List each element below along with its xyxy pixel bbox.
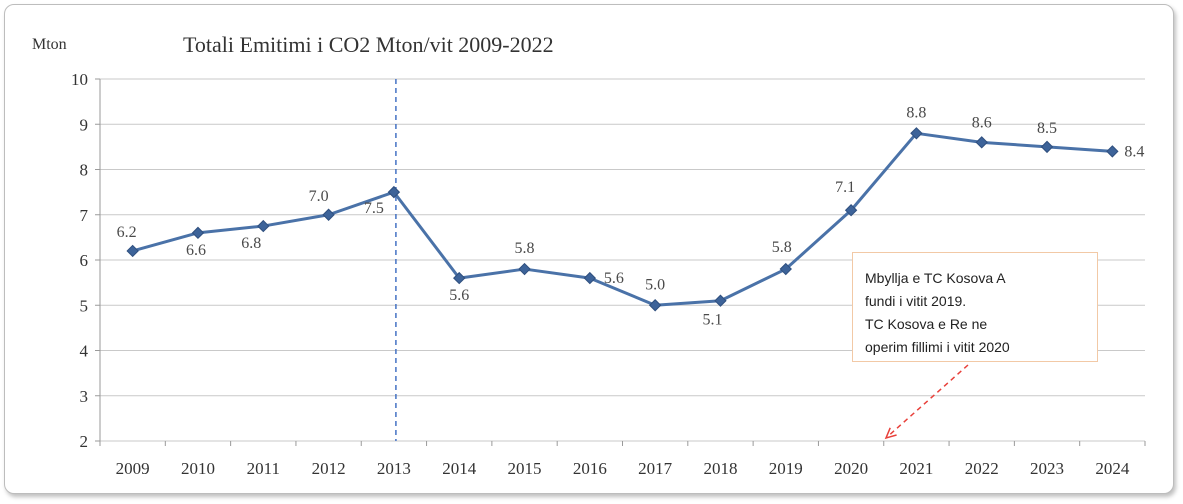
x-tick-label: 2016 bbox=[573, 459, 607, 478]
data-label: 5.8 bbox=[772, 239, 792, 256]
y-tick-label: 8 bbox=[80, 161, 89, 180]
chart-frame bbox=[4, 4, 1174, 494]
x-tick-label: 2017 bbox=[638, 459, 673, 478]
series-polyline bbox=[132, 131, 1113, 307]
x-tick-label: 2015 bbox=[508, 459, 542, 478]
data-point bbox=[714, 294, 727, 307]
data-label: 7.1 bbox=[835, 179, 855, 196]
data-point bbox=[583, 271, 597, 285]
annotation-line: operim fillimi i vitit 2020 bbox=[865, 339, 1010, 355]
arrow-head bbox=[884, 427, 897, 440]
annotation-line: Mbyllja e TC Kosova A bbox=[865, 270, 1006, 286]
x-tick-label: 2022 bbox=[965, 459, 999, 478]
y-tick-label: 10 bbox=[71, 70, 88, 89]
x-axis-ticks: 2009 2010 2011 2012 2013 2014 2015 2016 2017 2018… bbox=[99, 441, 1146, 478]
data-point bbox=[844, 204, 858, 217]
chart-title: Totali Emitimi i CO2 Mton/vit 2009-2022 bbox=[183, 32, 554, 57]
data-point bbox=[453, 271, 466, 285]
data-label: 6.6 bbox=[186, 242, 206, 259]
data-point bbox=[387, 185, 401, 199]
data-point bbox=[322, 208, 335, 221]
data-label: 7.0 bbox=[309, 188, 329, 205]
data-point bbox=[648, 299, 662, 312]
data-point bbox=[1106, 145, 1119, 158]
annotation-line: TC Kosova e Re ne bbox=[865, 316, 988, 332]
x-tick-label: 2021 bbox=[899, 459, 933, 478]
data-label: 5.6 bbox=[604, 270, 624, 287]
y-tick-label: 9 bbox=[80, 115, 89, 134]
data-point bbox=[126, 244, 139, 258]
x-tick-label: 2012 bbox=[312, 459, 346, 478]
data-point bbox=[1040, 140, 1054, 154]
y-axis-ticks: 2 3 4 5 6 7 8 9 10 bbox=[71, 70, 89, 451]
data-label: 8.8 bbox=[906, 104, 926, 121]
data-point bbox=[191, 226, 205, 240]
y-tick-label: 3 bbox=[80, 387, 89, 406]
data-label: 5.6 bbox=[449, 287, 469, 304]
x-tick-label: 2020 bbox=[834, 459, 868, 478]
data-label: 8.4 bbox=[1124, 143, 1144, 160]
x-tick-label: 2019 bbox=[769, 459, 803, 478]
data-point bbox=[257, 219, 270, 233]
data-label: 7.5 bbox=[364, 200, 384, 217]
x-tick-label: 2010 bbox=[181, 459, 215, 478]
y-axis-label: Mton bbox=[32, 36, 67, 53]
y-tick-label: 5 bbox=[80, 296, 89, 315]
series-line bbox=[126, 127, 1119, 312]
x-tick-label: 2018 bbox=[703, 459, 737, 478]
data-point bbox=[975, 136, 988, 149]
annotation-box: Mbyllja e TC Kosova A fundi i vitit 2019… bbox=[852, 252, 1098, 362]
data-label: 8.5 bbox=[1037, 120, 1057, 137]
x-tick-label: 2009 bbox=[116, 459, 150, 478]
data-label: 5.8 bbox=[515, 240, 535, 257]
data-label: 5.0 bbox=[645, 276, 665, 293]
annotation-line: fundi i vitit 2019. bbox=[865, 293, 967, 309]
data-label: 5.1 bbox=[702, 312, 722, 329]
x-tick-label: 2024 bbox=[1095, 459, 1130, 478]
x-tick-label: 2013 bbox=[377, 459, 411, 478]
y-tick-label: 6 bbox=[80, 251, 89, 270]
y-tick-label: 2 bbox=[80, 432, 89, 451]
annotation-arrow bbox=[884, 364, 969, 440]
data-label: 6.8 bbox=[241, 235, 261, 252]
data-label: 6.2 bbox=[117, 224, 137, 241]
data-point bbox=[910, 127, 923, 140]
arrow-shaft bbox=[885, 364, 969, 439]
data-labels: 6.2 6.6 6.8 7.0 7.5 5.6 5.8 5.6 5.0 5.1 5.8 7.1 8.8 8… bbox=[117, 104, 1145, 328]
data-point bbox=[518, 262, 531, 276]
data-point bbox=[779, 262, 792, 276]
data-label: 8.6 bbox=[972, 114, 992, 131]
x-tick-label: 2014 bbox=[442, 459, 477, 478]
y-tick-label: 4 bbox=[80, 342, 89, 361]
y-tick-label: 7 bbox=[80, 206, 89, 225]
x-tick-label: 2023 bbox=[1030, 459, 1064, 478]
x-tick-label: 2011 bbox=[247, 459, 280, 478]
